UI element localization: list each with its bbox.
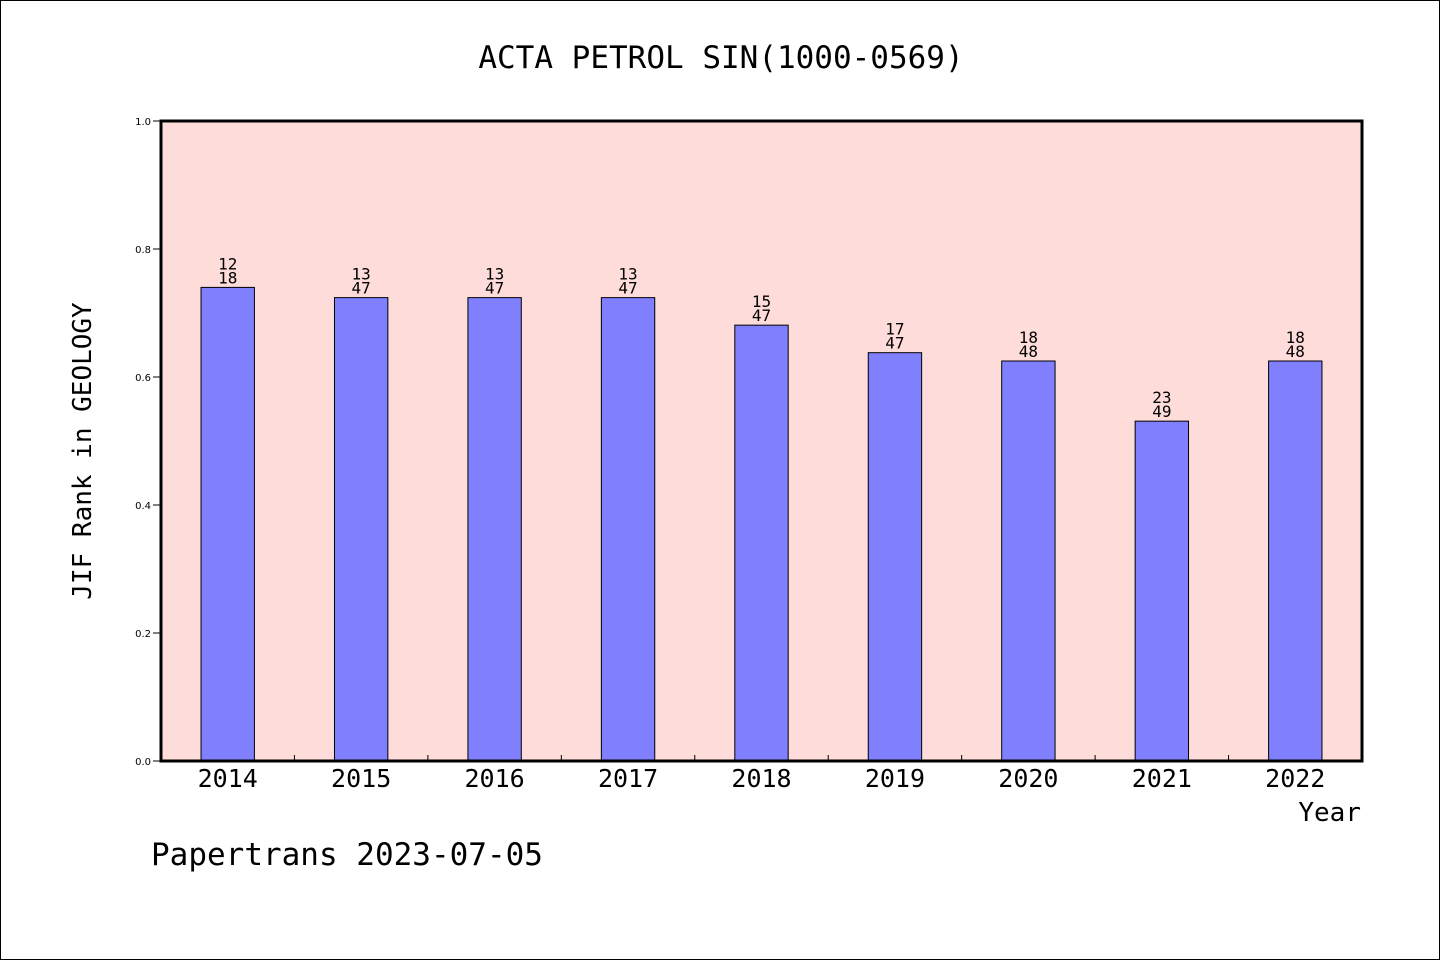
x-tick-label-2019: 2019 (865, 764, 925, 793)
bar-2017 (600, 297, 656, 762)
x-axis: 2014 2015 2016 2017 2018 2019 2020 2021 2022 (198, 755, 1325, 793)
x-tick-label-2017: 2017 (598, 764, 658, 793)
bar-2020 (1001, 360, 1056, 762)
bar-2015 (333, 297, 389, 762)
x-tick-label-2018: 2018 (731, 764, 791, 793)
x-axis-label: Year (1298, 798, 1361, 828)
bar-label-total-2017: 47 (618, 279, 637, 298)
bar-label-total-2021: 49 (1152, 402, 1171, 421)
bar-label-total-2015: 47 (352, 279, 371, 298)
plot-border (159, 119, 1364, 763)
chart-title: ACTA PETROL SIN(1000-0569) (478, 40, 963, 76)
bar-label-total-2018: 47 (752, 306, 771, 325)
y-tick-label-0: 0.0 (135, 757, 151, 768)
bar-2022 (1268, 360, 1323, 762)
bar-label-total-2020: 48 (1019, 342, 1038, 361)
bar-label-rank-2014: 12 (218, 254, 237, 273)
x-tick-label-2014: 2014 (198, 764, 258, 793)
x-tick-label-2015: 2015 (331, 764, 391, 793)
bar-label-rank-2016: 13 (485, 265, 504, 284)
y-tick-label-5: 1.0 (135, 117, 151, 128)
y-tick-label-4: 0.8 (135, 245, 151, 256)
y-axis: 0.0 0.2 0.4 0.6 0.8 1.0 (135, 117, 161, 768)
y-tick-label-3: 0.6 (135, 373, 151, 384)
bar-label-rank-2020: 18 (1019, 328, 1038, 347)
x-tick-label-2021: 2021 (1132, 764, 1192, 793)
bar-label-rank-2022: 18 (1286, 328, 1305, 347)
bar-label-total-2022: 48 (1286, 342, 1305, 361)
x-tick-label-2016: 2016 (465, 764, 525, 793)
bar-2019 (867, 352, 923, 762)
y-tick-label-1: 0.2 (135, 629, 151, 640)
bar-2018 (734, 324, 789, 762)
footer-text: Papertrans 2023-07-05 (151, 837, 543, 873)
y-axis-label: JIF Rank in GEOLOGY (68, 302, 98, 600)
y-tick-label-2: 0.4 (135, 501, 151, 512)
bar-label-rank-2015: 13 (352, 265, 371, 284)
bar-label-rank-2021: 23 (1152, 388, 1171, 407)
x-tick-label-2022: 2022 (1265, 764, 1325, 793)
bar-label-total-2019: 47 (885, 334, 904, 353)
bar-label-rank-2018: 15 (752, 292, 771, 311)
bar-2014 (200, 286, 255, 762)
bar-label-rank-2017: 13 (618, 265, 637, 284)
bar-label-rank-2019: 17 (885, 320, 904, 339)
bar-2021 (1134, 420, 1190, 762)
bar-label-total-2016: 47 (485, 279, 504, 298)
bar-2016 (467, 297, 522, 762)
x-tick-label-2020: 2020 (998, 764, 1058, 793)
bar-label-total-2014: 18 (218, 268, 237, 287)
